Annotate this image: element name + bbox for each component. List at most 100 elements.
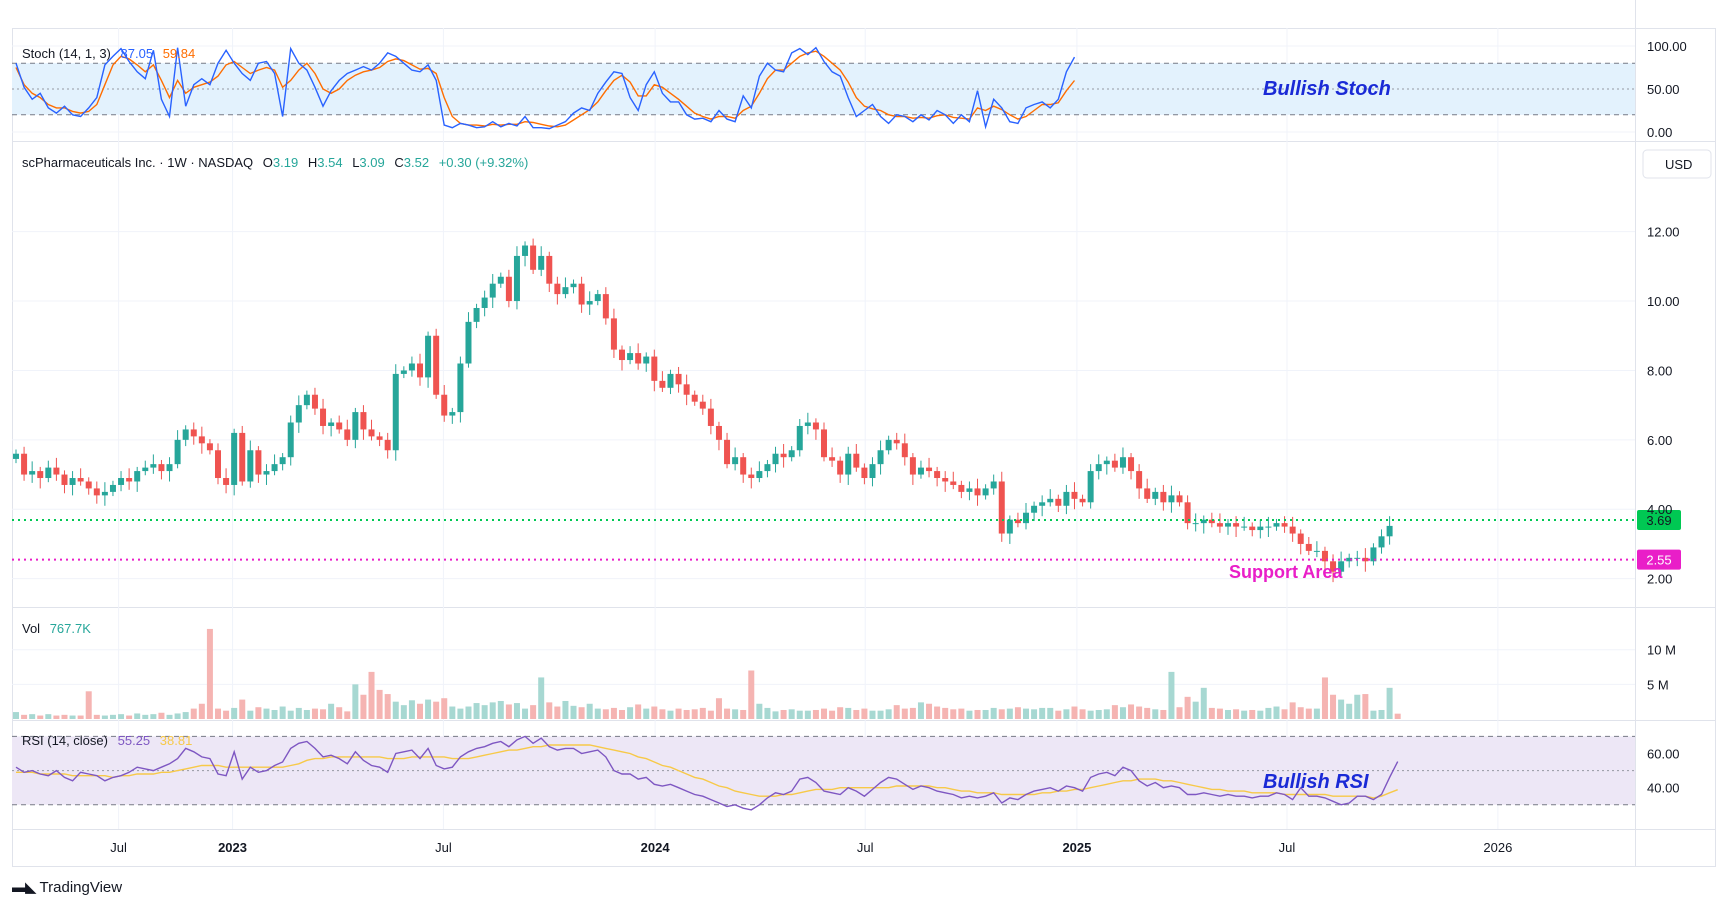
currency-button[interactable]: USD — [1665, 157, 1692, 172]
volume-bar — [1281, 709, 1288, 719]
volume-bar — [352, 684, 359, 719]
candle-body — [602, 294, 609, 319]
candle-body — [231, 432, 238, 485]
volume-bar — [1370, 710, 1377, 719]
support-price-tag — [1637, 549, 1681, 570]
volume-bar — [1265, 707, 1272, 719]
volume-bar — [109, 714, 116, 719]
x-tick-label: Jul — [1279, 840, 1296, 855]
volume-bar — [1144, 707, 1151, 719]
currency-button-bg[interactable] — [1642, 149, 1712, 179]
volume-legend[interactable]: Vol 767.7K — [22, 621, 91, 636]
volume-bar — [683, 709, 690, 719]
candle-body — [1200, 519, 1207, 524]
candle-body — [295, 405, 302, 423]
volume-bar — [465, 706, 472, 719]
volume-bar — [85, 691, 92, 719]
rsi-legend[interactable]: RSI (14, close) 55.25 38.81 — [22, 733, 192, 748]
volume-bar — [425, 699, 432, 719]
candle-body — [829, 457, 836, 461]
price-y-tick: 12.00 — [1647, 225, 1680, 240]
stoch-legend-title: Stoch (14, 1, 3) — [22, 46, 111, 61]
candle-body — [69, 478, 76, 485]
candle-body — [142, 467, 149, 472]
volume-bar — [1006, 708, 1013, 719]
volume-bar — [1257, 710, 1264, 719]
volume-bar — [489, 702, 496, 719]
volume-bar — [562, 700, 569, 719]
candle-body — [126, 478, 133, 482]
candle-body — [287, 422, 294, 458]
volume-bar — [1249, 709, 1256, 719]
volume-bar — [158, 712, 165, 719]
x-tick-label: Jul — [435, 840, 452, 855]
candle-body — [206, 443, 213, 451]
candle-body — [344, 429, 351, 440]
volume-bar — [1047, 707, 1054, 719]
candle-body — [279, 457, 286, 465]
stoch-legend[interactable]: Stoch (14, 1, 3) 87.05 59.84 — [22, 46, 195, 61]
candle-body — [554, 283, 561, 295]
candle-body — [1386, 525, 1393, 537]
volume-bar — [21, 714, 28, 719]
candle-body — [990, 481, 997, 489]
volume-bar — [1103, 709, 1110, 719]
candle-body — [732, 457, 739, 465]
volume-bar — [150, 714, 157, 719]
price-y-tick: 2.00 — [1647, 572, 1672, 587]
candle-body — [174, 439, 181, 465]
candle-body — [570, 283, 577, 288]
volume-bar — [570, 705, 577, 719]
candle-body — [926, 467, 933, 472]
candle-body — [1055, 498, 1062, 506]
candle-body — [150, 464, 157, 468]
candle-body — [1265, 526, 1272, 528]
volume-bar — [1313, 708, 1320, 719]
candle-body — [1176, 495, 1183, 503]
candle-body — [821, 429, 827, 458]
candle-body — [861, 467, 868, 479]
volume-bar — [53, 715, 60, 719]
volume-bar — [198, 703, 205, 719]
volume-bar — [780, 709, 787, 719]
volume-bar — [1200, 687, 1207, 719]
price-legend[interactable]: scPharmaceuticals Inc. · 1W · NASDAQ O3.… — [22, 155, 528, 170]
candle-body — [465, 321, 472, 364]
candle-body — [392, 373, 399, 451]
volume-bar — [974, 709, 981, 719]
volume-bar — [643, 708, 650, 719]
candle-body — [780, 453, 787, 458]
rsi-y-tick: 40.00 — [1647, 781, 1680, 796]
stoch-k-value: 87.05 — [121, 46, 154, 61]
volume-bar — [756, 703, 763, 719]
volume-bar — [263, 708, 270, 719]
stoch-d-value: 59.84 — [163, 46, 196, 61]
candle-body — [917, 467, 924, 475]
candle-body — [109, 484, 116, 492]
volume-bar — [1063, 709, 1070, 719]
volume-bar — [958, 708, 965, 719]
volume-bar — [869, 710, 876, 719]
volume-bar — [675, 708, 682, 719]
volume-bar — [610, 707, 617, 719]
volume-bar — [1014, 707, 1021, 719]
volume-bar — [667, 710, 674, 719]
candle-body — [1006, 519, 1013, 534]
candle-body — [360, 412, 367, 430]
rsi-ma-line — [16, 744, 1398, 799]
candle-body — [667, 373, 674, 388]
volume-bar — [328, 703, 335, 719]
volume-bar — [1394, 713, 1401, 719]
volume-bar — [320, 709, 327, 719]
candle-body — [489, 283, 496, 298]
volume-bar — [1378, 709, 1385, 719]
price-y-tick: 10.00 — [1647, 294, 1680, 309]
volume-bar — [788, 709, 795, 719]
candle-body — [748, 474, 755, 479]
volume-bar — [473, 703, 480, 719]
candle-body — [853, 453, 860, 468]
volume-bar — [1095, 709, 1102, 719]
candle-body — [45, 467, 52, 479]
tradingview-logo[interactable]: ▬◣ TradingView — [12, 878, 122, 897]
